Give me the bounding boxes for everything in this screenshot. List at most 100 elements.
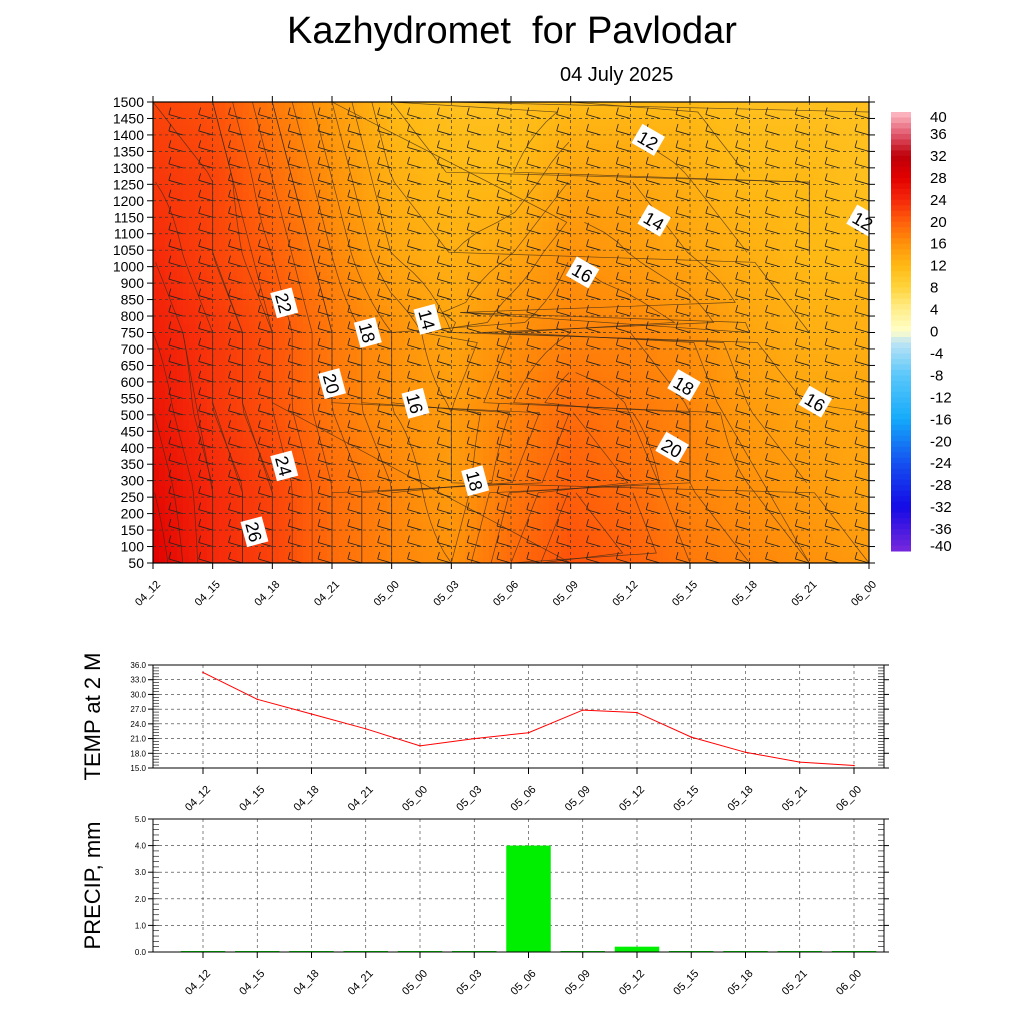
wind-barb: [198, 196, 213, 202]
wind-barb-flag: [228, 304, 231, 313]
wind-barb-flag: [318, 91, 320, 98]
wind-barb: [467, 179, 482, 185]
wind-barb: [258, 426, 273, 432]
wind-barb-flag: [168, 387, 172, 395]
wind-barb: [407, 196, 422, 202]
wind-barb: [586, 130, 601, 136]
temp-point: [527, 731, 530, 734]
wind-barb: [675, 410, 691, 416]
wind-barb: [317, 525, 333, 531]
wind-barb-flag: [705, 288, 709, 296]
wind-barb-flag: [824, 321, 828, 329]
wind-barb-flag: [705, 403, 709, 411]
wind-barb: [407, 476, 422, 482]
wind-barb-flag: [198, 206, 202, 214]
x-tick-label: 04_21: [346, 784, 376, 814]
wind-barb-flag: [794, 453, 798, 461]
wind-barb: [705, 278, 720, 284]
wind-barb: [377, 196, 392, 202]
wind-barb: [437, 212, 452, 218]
wind-barb-flag: [765, 486, 768, 494]
wind-barb-flag: [407, 436, 410, 444]
wind-barb: [496, 443, 512, 449]
wind-barb-flag: [556, 107, 560, 115]
wind-barb: [795, 377, 810, 383]
wind-barb: [377, 344, 392, 350]
wind-barb: [705, 509, 720, 514]
wind-barb: [228, 344, 243, 350]
wind-barb: [437, 509, 452, 514]
wind-barb: [407, 492, 422, 498]
wind-barb: [437, 344, 452, 350]
wind-barb: [407, 114, 422, 119]
wind-barb-flag: [287, 321, 291, 329]
wind-barb: [854, 147, 869, 152]
colorbar-bin: [891, 507, 911, 514]
wind-barb-flag: [556, 420, 560, 428]
wind-barb: [467, 509, 482, 514]
wind-barb-flag: [496, 222, 500, 230]
wind-barb-flag: [497, 91, 499, 98]
wind-barb-flag: [407, 156, 410, 164]
wind-barb-flag: [407, 255, 410, 263]
x-tick-label: 05_09: [563, 968, 593, 998]
wind-barb-flag: [794, 255, 798, 263]
wind-barb: [795, 179, 810, 185]
wind-barb-flag: [228, 518, 231, 527]
wind-barb: [407, 163, 422, 169]
wind-barb-flag: [228, 469, 231, 477]
wind-barb-flag: [257, 502, 261, 510]
wind-barb-flag: [466, 321, 470, 329]
wind-barb: [705, 295, 720, 300]
wind-barb-flag: [854, 502, 858, 510]
wind-barb: [854, 262, 869, 268]
wind-barb-flag: [347, 239, 351, 247]
wind-barb: [646, 344, 661, 350]
wind-barb: [616, 426, 631, 432]
wind-barb-flag: [407, 535, 410, 543]
wind-barb: [377, 163, 392, 169]
wind-barb-flag: [615, 535, 619, 543]
wind-barb-flag: [735, 255, 739, 263]
wind-barb: [347, 377, 362, 383]
wind-barb: [198, 245, 213, 251]
wind-barb: [258, 114, 273, 119]
wind-barb: [437, 295, 452, 300]
wind-barb-flag: [496, 403, 500, 411]
wind-barb-flag: [824, 239, 828, 247]
wind-barb-flag: [735, 354, 739, 362]
wind-barb: [854, 459, 869, 465]
wind-barb: [288, 196, 303, 202]
wind-barb: [198, 393, 213, 399]
contour-line: [510, 332, 810, 563]
wind-barb-flag: [765, 436, 768, 444]
wind-barb-flag: [556, 486, 560, 494]
wind-barb-flag: [466, 173, 470, 181]
wind-barb: [496, 196, 512, 202]
wind-barb-flag: [557, 91, 559, 98]
wind-barb: [496, 377, 512, 383]
wind-barb-flag: [705, 189, 709, 197]
wind-barb: [258, 278, 273, 284]
wind-barb-flag: [765, 354, 768, 362]
wind-barb-flag: [735, 387, 739, 395]
wind-barb: [496, 344, 512, 350]
wind-barb-flag: [407, 354, 410, 362]
wind-barb: [168, 196, 183, 202]
wind-barb-flag: [287, 156, 291, 164]
wind-barb: [675, 558, 691, 563]
wind-barb-flag: [645, 107, 649, 115]
wind-barb-flag: [407, 173, 410, 181]
wind-barb: [526, 459, 541, 465]
wind-barb-flag: [377, 173, 381, 181]
wind-barb: [675, 179, 691, 185]
wind-barb-flag: [317, 518, 321, 527]
wind-barb: [705, 262, 720, 268]
wind-barb: [616, 295, 631, 300]
wind-barb-flag: [615, 436, 619, 444]
wind-barb-flag: [705, 387, 709, 395]
colorbar-bin: [891, 243, 911, 250]
wind-barb: [705, 130, 720, 136]
wind-barb-flag: [556, 288, 560, 296]
wind-barb-flag: [377, 453, 381, 461]
